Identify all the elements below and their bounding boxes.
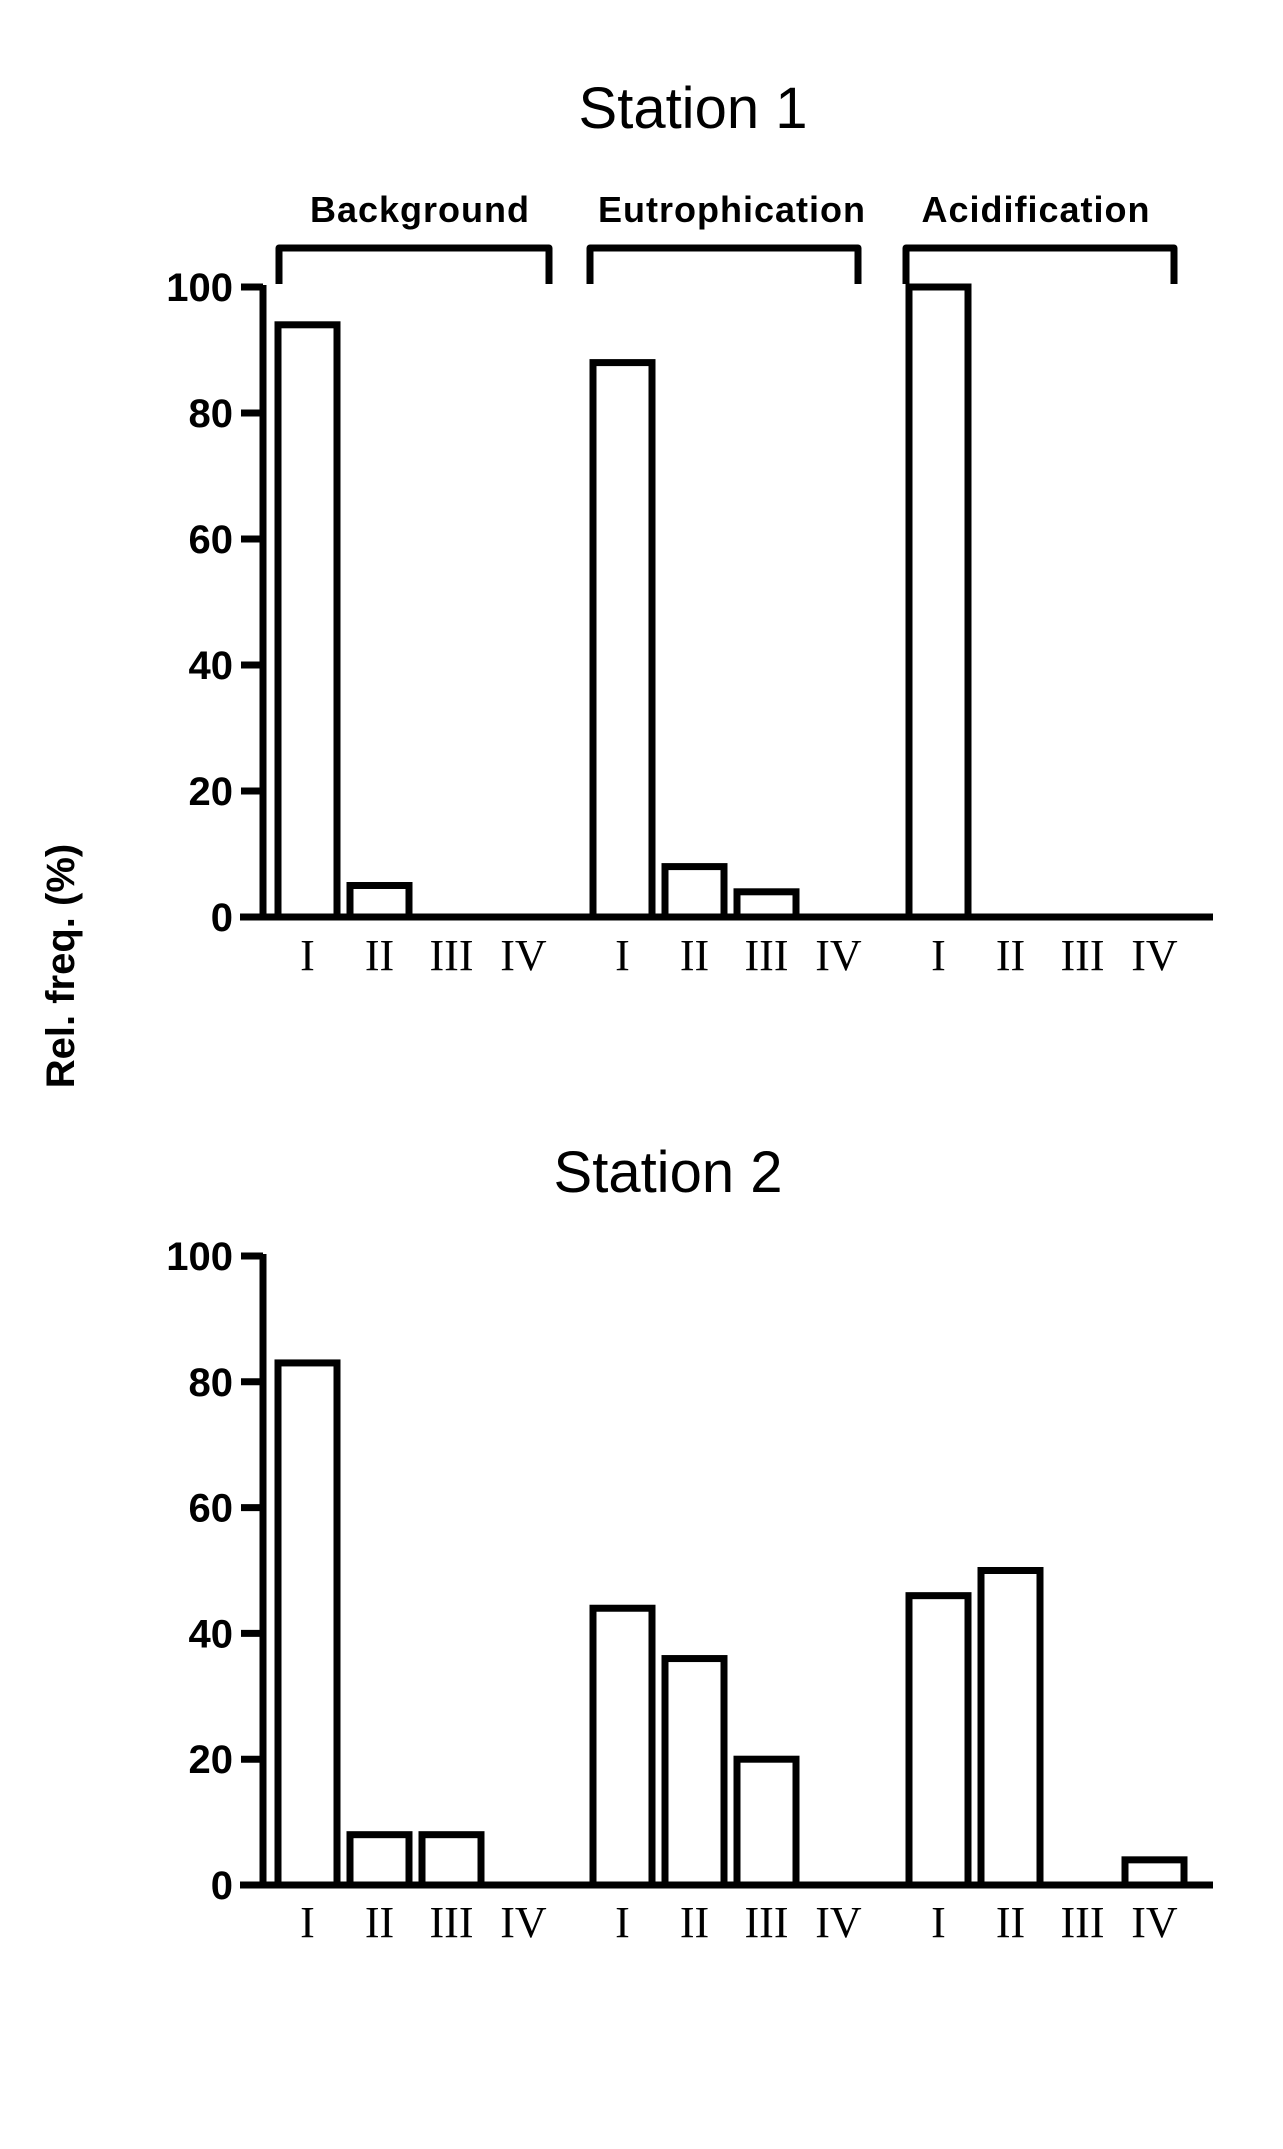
x-tick-label: I: [615, 931, 630, 980]
x-tick-label: IV: [500, 931, 547, 980]
x-tick-label: III: [430, 931, 474, 980]
x-tick-label: III: [1061, 1898, 1105, 1947]
bar-background-iii: [418, 1831, 485, 1889]
x-tick-label: II: [680, 931, 709, 980]
group-label: Acidification: [921, 189, 1150, 230]
x-tick-label: IV: [500, 1898, 547, 1947]
x-tick-label: III: [745, 931, 789, 980]
group-bracket: [275, 244, 553, 284]
bar-eutrophication-i: [589, 359, 656, 921]
y-tick-label: 100: [166, 266, 233, 310]
y-tick-label: 0: [211, 896, 233, 940]
x-tick-label: II: [365, 931, 394, 980]
y-tick-label: 100: [166, 1235, 233, 1279]
bar-eutrophication-ii: [661, 1655, 728, 1889]
x-tick-label: II: [680, 1898, 709, 1947]
group-label: Background: [310, 189, 530, 230]
bar-eutrophication-ii: [661, 863, 728, 921]
chart-title: Station 1: [579, 76, 808, 141]
y-tick-label: 20: [189, 770, 234, 814]
x-tick-label: I: [300, 931, 315, 980]
bar-background-i: [274, 1359, 341, 1889]
x-tick-label: I: [931, 931, 946, 980]
y-tick-label: 60: [189, 518, 234, 562]
x-tick-label: I: [300, 1898, 315, 1947]
y-tick-label: 20: [189, 1738, 234, 1782]
bar-background-ii: [346, 1831, 413, 1889]
x-tick-label: II: [996, 931, 1025, 980]
bar-background-i: [274, 321, 341, 921]
x-tick-label: IV: [1131, 1898, 1178, 1947]
bar-acidification-i: [905, 1592, 972, 1889]
bar-background-ii: [346, 882, 413, 921]
group-bracket: [902, 244, 1178, 284]
x-tick-label: I: [931, 1898, 946, 1947]
x-tick-label: IV: [1131, 931, 1178, 980]
bar-eutrophication-iii: [733, 888, 800, 921]
y-tick-label: 80: [189, 392, 234, 436]
bar-eutrophication-iii: [733, 1755, 800, 1889]
x-tick-label: III: [745, 1898, 789, 1947]
bar-acidification-ii: [977, 1567, 1044, 1889]
group-bracket: [586, 244, 862, 284]
y-axis-label: Rel. freq. (%): [39, 844, 83, 1088]
x-tick-label: IV: [815, 931, 862, 980]
y-tick-label: 40: [189, 644, 234, 688]
x-tick-label: I: [615, 1898, 630, 1947]
bar-eutrophication-i: [589, 1604, 656, 1889]
y-tick-label: 0: [211, 1864, 233, 1908]
y-tick-label: 80: [189, 1361, 234, 1405]
x-tick-label: III: [1061, 931, 1105, 980]
y-tick-label: 40: [189, 1612, 234, 1656]
x-tick-label: II: [996, 1898, 1025, 1947]
x-tick-label: IV: [815, 1898, 862, 1947]
chart-title: Station 2: [554, 1140, 783, 1205]
x-tick-label: II: [365, 1898, 394, 1947]
bar-acidification-i: [905, 283, 972, 921]
x-tick-label: III: [430, 1898, 474, 1947]
bar-acidification-iv: [1121, 1856, 1188, 1889]
group-label: Eutrophication: [598, 189, 866, 230]
y-tick-label: 60: [189, 1487, 234, 1531]
